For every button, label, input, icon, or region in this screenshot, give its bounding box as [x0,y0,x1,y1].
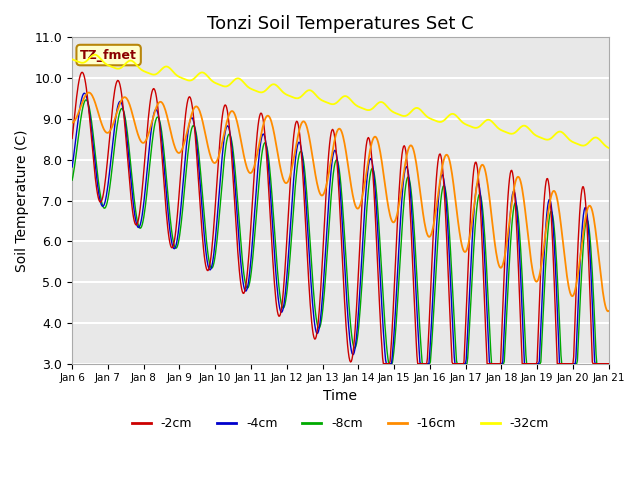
Title: Tonzi Soil Temperatures Set C: Tonzi Soil Temperatures Set C [207,15,474,33]
Text: TZ_fmet: TZ_fmet [80,48,137,61]
Y-axis label: Soil Temperature (C): Soil Temperature (C) [15,129,29,272]
X-axis label: Time: Time [323,389,358,403]
Legend: -2cm, -4cm, -8cm, -16cm, -32cm: -2cm, -4cm, -8cm, -16cm, -32cm [127,412,554,435]
